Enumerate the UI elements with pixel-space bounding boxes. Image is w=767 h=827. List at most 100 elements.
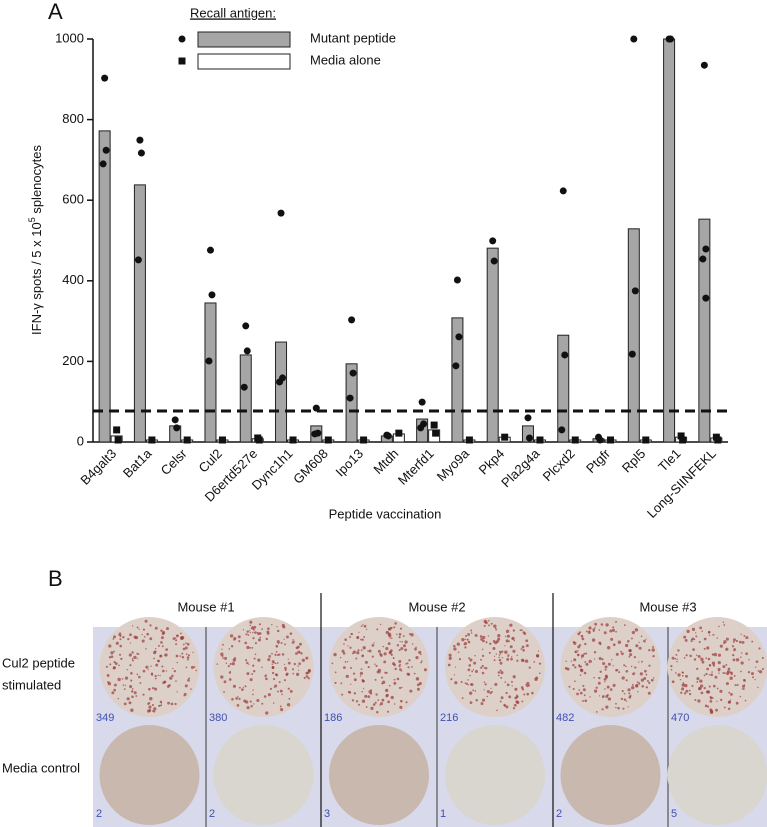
spot [186, 658, 189, 661]
spot [375, 664, 378, 668]
spot [307, 677, 310, 680]
data-point [417, 424, 425, 432]
spot [466, 638, 469, 641]
spot [454, 666, 457, 668]
spot [464, 646, 467, 649]
spot [535, 654, 539, 658]
spot [283, 638, 285, 640]
spot [339, 656, 342, 659]
spot [390, 653, 393, 656]
spot [184, 646, 188, 650]
spot [186, 656, 190, 659]
spot [628, 655, 631, 658]
spot [115, 641, 119, 645]
spot [628, 649, 632, 653]
spot [469, 658, 473, 662]
spot [480, 666, 483, 669]
spot [400, 669, 403, 672]
spot [174, 637, 177, 639]
spot [718, 672, 720, 674]
spot [467, 684, 470, 686]
spot [488, 651, 491, 654]
spot [380, 623, 382, 626]
spot [758, 647, 761, 650]
spot [757, 670, 760, 672]
spot [331, 662, 334, 665]
spot [706, 667, 709, 671]
spot [468, 691, 473, 695]
spot [126, 697, 130, 701]
spot [582, 688, 586, 692]
spot [748, 658, 750, 661]
spot [341, 649, 345, 653]
x-tick-label: Tle1 [655, 446, 683, 474]
spot [274, 662, 277, 665]
spot [505, 691, 508, 695]
spot [415, 646, 417, 649]
spot [695, 632, 697, 634]
spot [138, 675, 141, 679]
spot [712, 684, 716, 688]
spot [370, 706, 374, 710]
spot [135, 695, 138, 697]
spot [233, 639, 235, 641]
spot [733, 650, 735, 652]
data-point [501, 433, 509, 441]
spot [671, 656, 675, 660]
spot [712, 664, 716, 667]
spot [652, 677, 655, 679]
spot [377, 649, 381, 653]
spot [579, 691, 583, 695]
spot [463, 643, 465, 646]
spot [367, 695, 371, 699]
spot [190, 688, 192, 690]
spot [153, 707, 157, 711]
spot [275, 644, 279, 648]
spot [236, 704, 240, 707]
spot [645, 638, 647, 640]
spot [693, 658, 697, 661]
spot [415, 677, 420, 681]
spot [160, 636, 164, 640]
legend-swatch [197, 53, 291, 70]
spot [131, 690, 134, 693]
spot [131, 688, 134, 690]
spot [165, 648, 168, 651]
spot [389, 651, 392, 654]
spot [406, 662, 409, 665]
spot [267, 658, 271, 662]
spot [129, 685, 133, 689]
spot [621, 676, 625, 680]
spot [366, 628, 368, 631]
spot [490, 622, 493, 625]
spot [504, 645, 506, 647]
spot-count: 186 [324, 712, 342, 724]
spot [634, 628, 639, 632]
spot [276, 640, 280, 644]
spot [697, 699, 701, 703]
bar [451, 317, 464, 443]
spot [740, 661, 744, 665]
spot [599, 670, 602, 673]
spot [411, 666, 413, 668]
bar [204, 302, 217, 443]
spot [413, 672, 416, 675]
spot [594, 626, 596, 629]
spot [582, 654, 584, 657]
spot [300, 652, 303, 655]
spot [254, 642, 257, 645]
data-point [277, 209, 285, 217]
spot [513, 639, 516, 642]
x-tick-label: Pkp4 [476, 446, 508, 478]
spot [404, 648, 408, 652]
spot [754, 666, 757, 668]
spot [170, 702, 174, 706]
spot [293, 640, 295, 642]
data-point [628, 350, 636, 358]
spot [407, 666, 410, 669]
spot [398, 648, 401, 652]
spot [498, 650, 502, 654]
spot [281, 653, 285, 656]
spot [139, 682, 142, 684]
well [445, 725, 545, 825]
